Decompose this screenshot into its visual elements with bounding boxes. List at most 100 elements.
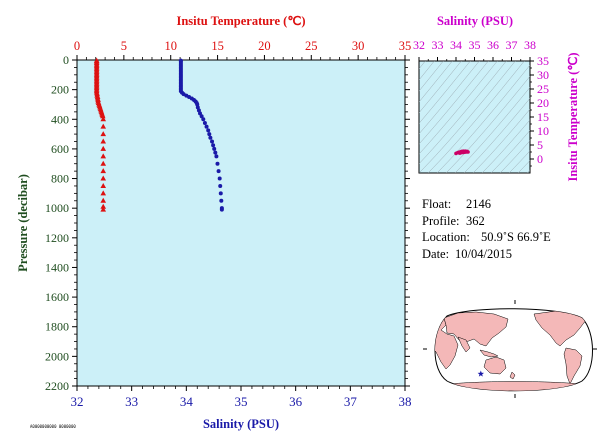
salinity-point bbox=[208, 135, 213, 140]
float-row: Float: 2146 bbox=[422, 196, 551, 213]
float-value: 2146 bbox=[466, 197, 491, 211]
density-contour-line bbox=[419, 61, 480, 135]
sal-tick-label: 37 bbox=[344, 394, 358, 409]
density-contour-line bbox=[445, 75, 530, 173]
pressure-axis-ticks: 0 200 400 600 800 1000 1200 1400 1600 1800 2000 220… bbox=[45, 53, 77, 393]
ts-temp-tick-label: 15 bbox=[537, 110, 549, 124]
salinity-point bbox=[199, 114, 204, 119]
salinity-point bbox=[201, 117, 206, 122]
density-contour-line bbox=[472, 108, 530, 173]
profile-label: Profile: bbox=[422, 213, 460, 228]
temperature-point bbox=[100, 182, 107, 188]
density-contour-line bbox=[517, 160, 530, 173]
pressure-tick-label: 400 bbox=[51, 112, 69, 126]
sal-tick-label: 35 bbox=[235, 394, 248, 409]
salinity-axis-ticks: 32 33 34 35 36 37 38 bbox=[71, 386, 412, 409]
ts-sal-tick-label: 35 bbox=[469, 38, 481, 52]
sal-tick-label: 32 bbox=[71, 394, 84, 409]
salinity-point bbox=[195, 102, 200, 107]
ts-temp-tick-label: 30 bbox=[537, 68, 549, 82]
salinity-point bbox=[206, 128, 211, 133]
salinity-point bbox=[218, 183, 223, 188]
sal-tick-label: 33 bbox=[125, 394, 138, 409]
ts-point bbox=[466, 150, 470, 154]
density-contour-line bbox=[454, 86, 530, 173]
temperature-point bbox=[100, 138, 107, 144]
pressure-tick-label: 0 bbox=[63, 53, 69, 67]
temperature-axis-label: Insitu Temperature (℃) bbox=[176, 14, 305, 28]
temperature-point bbox=[100, 190, 107, 196]
pressure-tick-label: 600 bbox=[51, 142, 69, 156]
temperature-point bbox=[100, 131, 107, 137]
density-contour-line bbox=[427, 61, 525, 173]
land-australia bbox=[483, 356, 507, 375]
salinity-point bbox=[211, 143, 216, 148]
ts-temp-tick-label: 35 bbox=[537, 54, 549, 68]
float-label: Float: bbox=[422, 197, 452, 211]
footer-code: A0000000000 0000000 bbox=[30, 424, 76, 429]
temperature-point bbox=[100, 160, 107, 166]
map-ticks bbox=[423, 300, 597, 398]
temperature-series bbox=[93, 57, 107, 212]
salinity-point bbox=[219, 198, 224, 203]
ts-point bbox=[461, 150, 466, 155]
right-axis-ticks bbox=[405, 59, 410, 387]
salinity-axis-label: Salinity (PSU) bbox=[203, 417, 279, 431]
ts-temp-tick-label: 20 bbox=[537, 96, 549, 110]
temperature-point bbox=[100, 145, 107, 151]
location-value: 50.9˚S 66.9˚E bbox=[481, 230, 551, 244]
float-location-marker bbox=[477, 370, 485, 377]
temperature-point bbox=[99, 113, 106, 119]
ts-sal-tick-label: 33 bbox=[432, 38, 444, 52]
salinity-point bbox=[213, 150, 218, 155]
salinity-series bbox=[178, 58, 224, 212]
ts-point bbox=[457, 151, 462, 155]
pressure-axis-label: Pressure (decibar) bbox=[16, 174, 30, 272]
density-contour-line bbox=[419, 61, 516, 173]
ts-sal-tick-label: 38 bbox=[524, 38, 536, 52]
sal-tick-label: 34 bbox=[180, 394, 194, 409]
salinity-point bbox=[207, 132, 212, 137]
main-plot-background bbox=[76, 59, 406, 387]
density-contour-line bbox=[508, 150, 530, 173]
temp-tick-label: 10 bbox=[164, 39, 177, 53]
profile-value: 362 bbox=[466, 213, 485, 228]
location-row: Location: 50.9˚S 66.9˚E bbox=[422, 229, 551, 246]
density-contour-line bbox=[481, 119, 530, 173]
temperature-point bbox=[100, 153, 107, 159]
temp-tick-label: 35 bbox=[399, 39, 412, 53]
density-contour-line bbox=[499, 140, 530, 173]
salinity-point bbox=[202, 120, 207, 125]
date-row: Date: 10/04/2015 bbox=[422, 246, 551, 263]
pressure-tick-label: 1400 bbox=[45, 260, 69, 274]
temp-tick-label: 25 bbox=[305, 39, 318, 53]
ts-temp-tick-label: 10 bbox=[537, 124, 549, 138]
land-new-zealand bbox=[509, 371, 516, 380]
main-profile-panel: 0 5 10 15 20 25 30 35 32 33 34 35 36 37 38 0 200 400 600… bbox=[16, 14, 412, 431]
salinity-point bbox=[217, 176, 222, 181]
land-indonesia bbox=[479, 349, 499, 358]
density-contour-line bbox=[436, 64, 530, 173]
temperature-point bbox=[100, 203, 107, 209]
pressure-tick-label: 1800 bbox=[45, 320, 69, 334]
salinity-point bbox=[214, 154, 219, 159]
temperature-point bbox=[100, 206, 107, 212]
salinity-point bbox=[216, 169, 221, 174]
ts-sal-tick-label: 36 bbox=[487, 38, 499, 52]
land-south-america bbox=[563, 347, 583, 385]
pressure-tick-label: 800 bbox=[51, 172, 69, 186]
sal-tick-label: 38 bbox=[399, 394, 412, 409]
salinity-point bbox=[198, 111, 202, 116]
ts-sal-tick-label: 32 bbox=[413, 38, 425, 52]
ts-temp-tick-label: 0 bbox=[537, 152, 543, 166]
pressure-tick-label: 1200 bbox=[45, 231, 69, 245]
salinity-point bbox=[204, 124, 209, 129]
temp-tick-label: 5 bbox=[121, 39, 127, 53]
temperature-point bbox=[100, 197, 107, 203]
density-contour-line bbox=[490, 129, 530, 173]
pressure-tick-label: 2200 bbox=[45, 379, 69, 393]
location-label: Location: bbox=[422, 230, 470, 244]
sal-tick-label: 36 bbox=[289, 394, 303, 409]
